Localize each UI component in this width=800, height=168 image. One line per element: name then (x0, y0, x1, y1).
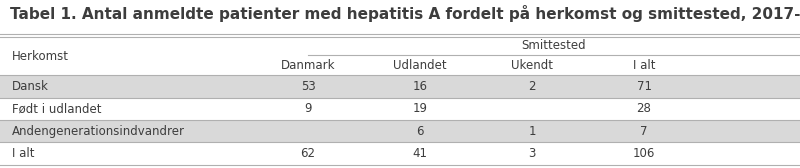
Text: 9: 9 (304, 102, 312, 115)
Text: 6: 6 (416, 125, 424, 138)
Text: Født i udlandet: Født i udlandet (12, 102, 102, 115)
Text: Andengenerationsindvandrer: Andengenerationsindvandrer (12, 125, 185, 138)
Bar (0, 142, 800, 165)
Bar (0, 75, 800, 98)
Text: 71: 71 (637, 80, 651, 93)
Text: Smittested: Smittested (522, 39, 586, 52)
Text: 106: 106 (633, 147, 655, 160)
Bar (0, 120, 800, 142)
Text: 28: 28 (637, 102, 651, 115)
Text: Ukendt: Ukendt (511, 59, 553, 72)
Text: 2: 2 (528, 80, 536, 93)
Text: Tabel 1. Antal anmeldte patienter med hepatitis A fordelt på herkomst og smittes: Tabel 1. Antal anmeldte patienter med he… (10, 5, 800, 22)
Text: 41: 41 (413, 147, 427, 160)
Text: 62: 62 (301, 147, 315, 160)
Text: I alt: I alt (12, 147, 34, 160)
Text: 7: 7 (640, 125, 648, 138)
Text: Danmark: Danmark (281, 59, 335, 72)
Text: 16: 16 (413, 80, 427, 93)
Text: 53: 53 (301, 80, 315, 93)
Text: 3: 3 (528, 147, 536, 160)
Bar (0, 98, 800, 120)
Text: Herkomst: Herkomst (12, 50, 69, 63)
Text: Dansk: Dansk (12, 80, 49, 93)
Text: I alt: I alt (633, 59, 655, 72)
Text: Udlandet: Udlandet (393, 59, 447, 72)
Text: 19: 19 (413, 102, 427, 115)
Text: 1: 1 (528, 125, 536, 138)
